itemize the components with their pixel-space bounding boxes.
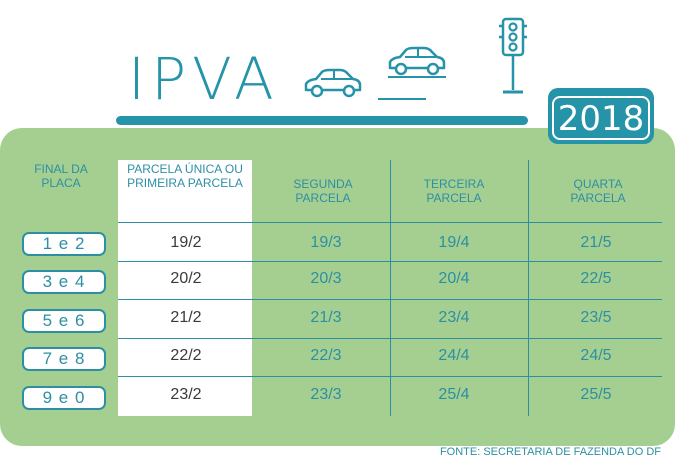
- table-cell: 19/3: [310, 234, 342, 251]
- car-icon: [304, 68, 362, 98]
- plate-badge: 9 e 0: [22, 386, 106, 410]
- table-cell: 21/5: [580, 234, 612, 251]
- table-cell: 19/4: [438, 234, 470, 251]
- plate-badge: 1 e 2: [22, 232, 106, 256]
- table-cell: 22/5: [580, 270, 612, 287]
- table-cell: 25/4: [438, 386, 470, 403]
- first-installment-column: [118, 160, 252, 416]
- header-fourth-installment: QUARTA PARCELA: [570, 177, 626, 205]
- table-panel: [0, 128, 675, 446]
- table-cell: 20/3: [310, 270, 342, 287]
- column-divider: [390, 160, 391, 416]
- table-cell: 20/2: [170, 270, 202, 287]
- source-note: FONTE: SECRETARIA DE FAZENDA DO DF: [439, 446, 661, 458]
- plate-badge: 3 e 4: [22, 270, 106, 294]
- row-divider: [118, 299, 662, 300]
- table-cell: 24/4: [438, 347, 470, 364]
- row-divider: [118, 338, 662, 339]
- traffic-light-icon: [499, 17, 527, 94]
- plate-badge: 5 e 6: [22, 309, 106, 333]
- table-cell: 23/4: [438, 309, 470, 326]
- title-underline: [116, 116, 528, 125]
- row-divider: [118, 376, 662, 377]
- road-line: [378, 98, 426, 100]
- table-cell: 23/5: [580, 309, 612, 326]
- table-cell: 25/5: [580, 386, 612, 403]
- plate-badge: 7 e 8: [22, 347, 106, 371]
- column-divider: [528, 160, 529, 416]
- table-cell: 22/3: [310, 347, 342, 364]
- header-plate: FINAL DA PLACA: [34, 162, 88, 190]
- car-icon: [388, 46, 446, 78]
- header-second-installment: SEGUNDA PARCELA: [293, 177, 353, 205]
- table-cell: 21/2: [170, 309, 202, 326]
- row-divider: [118, 222, 662, 223]
- table-cell: 19/2: [170, 234, 202, 251]
- table-cell: 23/2: [170, 386, 202, 403]
- table-cell: 20/4: [438, 270, 470, 287]
- row-divider: [118, 261, 662, 262]
- header-third-installment: TERCEIRA PARCELA: [423, 177, 485, 205]
- table-cell: 23/3: [310, 386, 342, 403]
- table-cell: 24/5: [580, 347, 612, 364]
- header-first-installment: PARCELA ÚNICA OU PRIMEIRA PARCELA: [127, 162, 243, 190]
- table-cell: 22/2: [170, 347, 202, 364]
- year-label: 2018: [552, 96, 650, 140]
- table-cell: 21/3: [310, 309, 342, 326]
- page-title: IPVA: [128, 45, 280, 113]
